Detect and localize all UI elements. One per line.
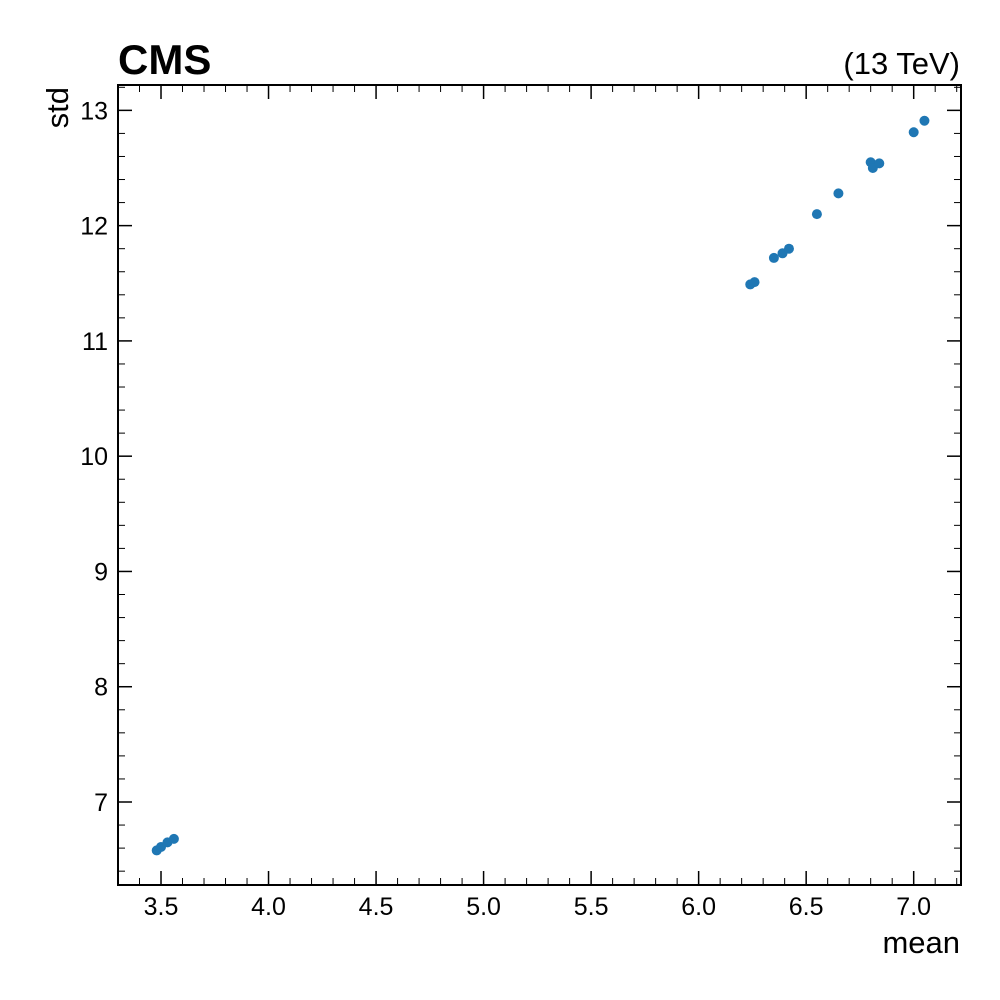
data-point bbox=[768, 252, 779, 263]
data-point bbox=[833, 188, 844, 199]
x-tick-label: 5.5 bbox=[574, 893, 609, 921]
energy-label: (13 TeV) bbox=[843, 46, 960, 81]
x-axis-label: mean bbox=[882, 925, 960, 960]
y-axis-label: std bbox=[40, 87, 75, 128]
experiment-label: CMS bbox=[118, 36, 211, 83]
x-tick-label: 5.0 bbox=[466, 893, 501, 921]
x-tick-label: 6.0 bbox=[681, 893, 716, 921]
y-tick-label: 10 bbox=[80, 443, 108, 471]
y-tick-label: 9 bbox=[94, 558, 108, 586]
x-tick-label: 6.5 bbox=[789, 893, 824, 921]
data-point bbox=[783, 243, 794, 254]
x-tick-label: 4.5 bbox=[359, 893, 394, 921]
y-tick-label: 11 bbox=[82, 328, 108, 356]
x-tick-label: 7.0 bbox=[896, 893, 931, 921]
data-point bbox=[811, 209, 822, 220]
data-point bbox=[749, 277, 760, 288]
data-point bbox=[919, 115, 930, 126]
y-tick-label: 12 bbox=[80, 213, 108, 241]
plot-frame bbox=[117, 84, 962, 886]
x-tick-label: 4.0 bbox=[251, 893, 286, 921]
data-point bbox=[168, 833, 179, 844]
y-tick-label: 8 bbox=[94, 674, 108, 702]
y-tick-label: 7 bbox=[94, 789, 108, 817]
y-tick-label: 13 bbox=[80, 97, 108, 125]
data-point bbox=[874, 158, 885, 169]
x-tick-label: 3.5 bbox=[144, 893, 179, 921]
data-point bbox=[908, 127, 919, 138]
